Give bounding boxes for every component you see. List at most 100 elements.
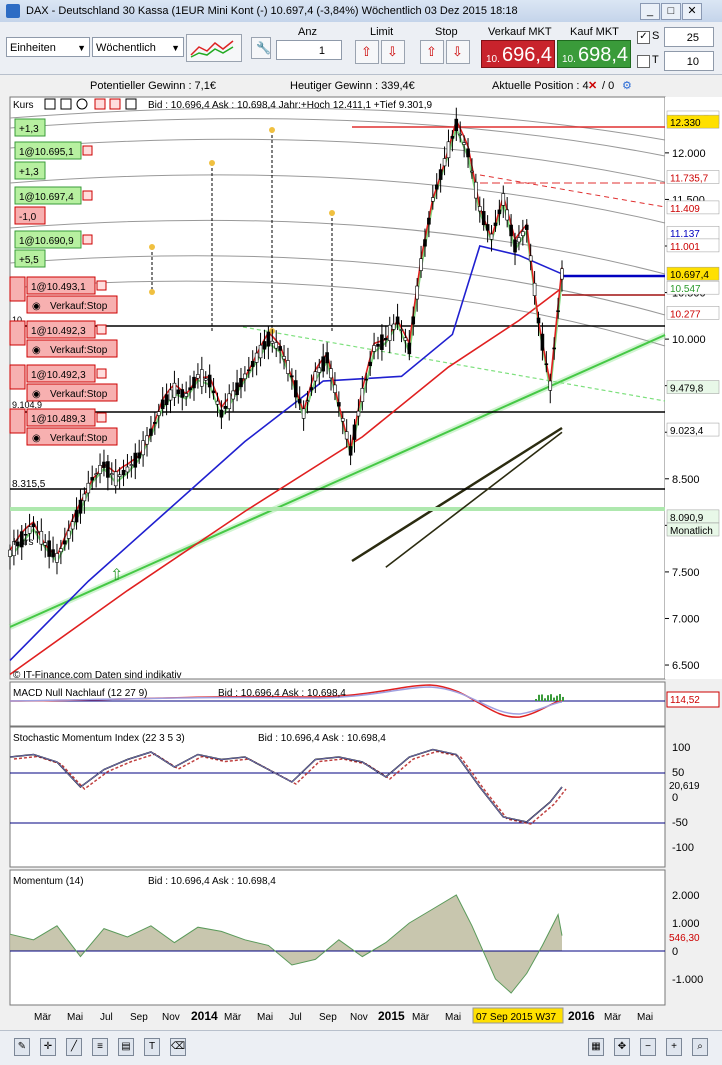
candle-body xyxy=(177,390,180,394)
candle-body xyxy=(28,527,31,534)
close-position-icon[interactable]: ✕ xyxy=(588,79,597,92)
macd-bar xyxy=(550,694,552,701)
candle-body xyxy=(423,240,426,247)
macd-bar xyxy=(556,696,558,701)
chevron-down-icon: ▼ xyxy=(171,38,180,58)
channel-tool-button[interactable]: ≡ xyxy=(92,1038,108,1056)
close-stop-icon[interactable] xyxy=(97,369,106,378)
candle-body xyxy=(114,472,117,486)
candle-body xyxy=(553,348,556,349)
candle-body xyxy=(380,335,383,350)
chart-type-button[interactable] xyxy=(186,34,242,62)
zoom-in-icon[interactable]: + xyxy=(666,1038,682,1056)
minimize-button[interactable]: _ xyxy=(640,3,660,20)
candle-body xyxy=(533,283,536,295)
fib-tool-button[interactable]: ▤ xyxy=(118,1038,134,1056)
t-input[interactable]: 10 xyxy=(664,51,714,71)
candle-body xyxy=(486,224,489,230)
stop-handle[interactable] xyxy=(10,321,25,345)
close-order-icon[interactable] xyxy=(83,191,92,200)
candle-body xyxy=(173,383,176,397)
order-box-label: -1,0 xyxy=(19,212,37,223)
candle-body xyxy=(67,531,70,539)
wrench-button[interactable]: 🔧 xyxy=(251,37,271,59)
candle-body xyxy=(330,369,333,378)
limit-buy-button[interactable]: ⇧ xyxy=(355,40,379,64)
zoom-out-icon[interactable]: − xyxy=(640,1038,656,1056)
candle-body xyxy=(40,531,43,544)
macd-panel: MACD Null Nachlauf (12 27 9) Bid : 10.69… xyxy=(10,682,719,726)
chart-svg[interactable]: 12.00011.50011.00010.50010.0009.5009.000… xyxy=(0,95,722,1030)
close-icon[interactable] xyxy=(126,99,136,109)
smi-tick-label: -50 xyxy=(672,817,688,829)
position-tail: / 0 xyxy=(602,80,614,92)
order-up-icon[interactable] xyxy=(95,99,105,109)
candle-body xyxy=(384,338,387,340)
candle-body xyxy=(290,376,293,377)
pan-icon[interactable]: ✥ xyxy=(614,1038,630,1056)
position-status-bar: Potentieller Gewinn : 7,1€ Heutiger Gewi… xyxy=(0,77,722,95)
buy-market-button[interactable]: 10. 698,4 xyxy=(557,40,631,68)
line-tool-button[interactable]: ╱ xyxy=(66,1038,82,1056)
time-tick-label: Mai xyxy=(257,1012,273,1023)
order-down-icon[interactable] xyxy=(110,99,120,109)
limit-sell-button[interactable]: ⇩ xyxy=(381,40,405,64)
stop-type-label: Verkauf:Stop xyxy=(50,345,108,356)
candle-body xyxy=(193,377,196,388)
close-stop-icon[interactable] xyxy=(97,413,106,422)
stop-sell-button[interactable]: ⇩ xyxy=(446,40,470,64)
eye-icon: ◉ xyxy=(32,301,41,312)
crosshair-button[interactable]: ✛ xyxy=(40,1038,56,1056)
price-tick-label: 7.500 xyxy=(672,567,700,579)
s-input[interactable]: 25 xyxy=(664,27,714,47)
macd-bar xyxy=(538,695,540,701)
candle-body xyxy=(63,541,66,544)
candle-body xyxy=(482,211,485,224)
s-checkbox[interactable]: ✓ xyxy=(637,31,650,44)
candle-body xyxy=(514,240,517,252)
time-tick-label: 07 Sep 2015 W37 xyxy=(476,1012,556,1023)
stop-handle[interactable] xyxy=(10,277,25,301)
period-select[interactable]: Wöchentlich ▼ xyxy=(92,37,184,57)
candle-body xyxy=(345,432,348,439)
kurs-label: Kurs xyxy=(13,537,34,548)
stop-handle[interactable] xyxy=(10,365,25,389)
units-select[interactable]: Einheiten ▼ xyxy=(6,37,90,57)
candle-body xyxy=(95,474,98,475)
close-button[interactable]: ✕ xyxy=(682,3,702,20)
chart-select-icon[interactable]: ▦ xyxy=(588,1038,604,1056)
macd-bar xyxy=(553,698,555,701)
level-label: 11.409 xyxy=(670,204,700,215)
t-checkbox[interactable] xyxy=(637,55,650,68)
candle-body xyxy=(59,549,62,552)
time-tick-label: Mai xyxy=(67,1012,83,1023)
stop-buy-button[interactable]: ⇧ xyxy=(420,40,444,64)
gear-icon[interactable]: ⚙ xyxy=(622,79,632,92)
drawing-tool-button[interactable]: ✎ xyxy=(14,1038,30,1056)
search-icon[interactable]: ⌕ xyxy=(692,1038,708,1056)
candle-body xyxy=(416,286,419,299)
stop-handle[interactable] xyxy=(10,409,25,433)
candle-body xyxy=(349,446,352,455)
candle-body xyxy=(455,119,458,131)
close-stop-icon[interactable] xyxy=(97,325,106,334)
price-tick-label: 6.500 xyxy=(672,660,700,672)
candle-body xyxy=(474,182,477,198)
close-order-icon[interactable] xyxy=(83,146,92,155)
time-tick-label: 2015 xyxy=(378,1009,405,1023)
candle-body xyxy=(459,134,462,135)
sell-market-button[interactable]: 10. 696,4 xyxy=(481,40,555,68)
maximize-button[interactable]: □ xyxy=(661,3,681,20)
s-value: 25 xyxy=(687,32,699,44)
quantity-input[interactable]: 1 xyxy=(276,40,342,60)
eye-icon: ◉ xyxy=(32,389,41,400)
eraser-button[interactable]: ⌫ xyxy=(170,1038,186,1056)
close-order-icon[interactable] xyxy=(83,235,92,244)
candle-body xyxy=(142,441,145,455)
app-icon xyxy=(6,4,20,18)
text-tool-button[interactable]: T xyxy=(144,1038,160,1056)
macd-last-value: 114,52 xyxy=(670,695,700,706)
candle-body xyxy=(146,436,149,444)
close-stop-icon[interactable] xyxy=(97,281,106,290)
candle-body xyxy=(279,346,282,350)
